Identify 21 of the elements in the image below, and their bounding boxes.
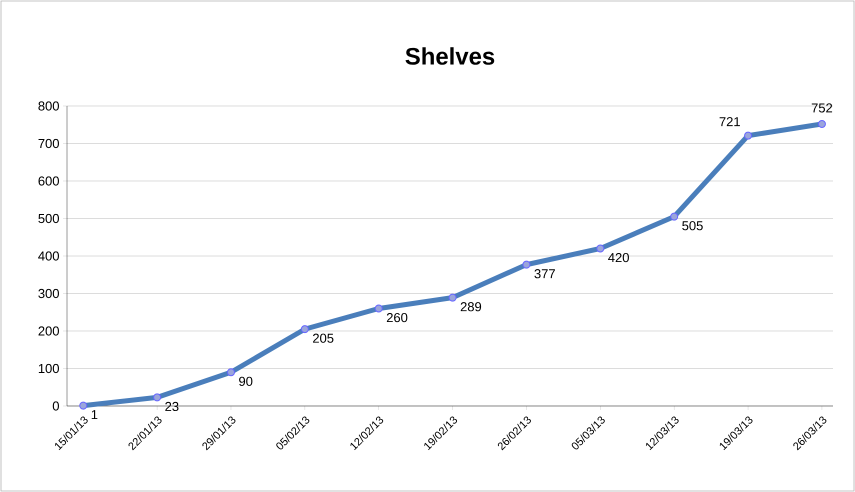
- y-tick-label: 300: [38, 288, 59, 298]
- data-label: 23: [165, 402, 178, 412]
- data-label: 377: [534, 269, 555, 278]
- y-tick-label: 600: [38, 176, 59, 186]
- data-label: 90: [239, 376, 252, 386]
- y-tick-label: 0: [52, 401, 59, 411]
- y-tick-label: 700: [38, 138, 59, 148]
- data-label: 289: [460, 302, 482, 312]
- data-label: 205: [313, 334, 334, 343]
- data-label: 752: [812, 103, 832, 113]
- y-tick-label: 400: [38, 251, 59, 261]
- data-label: 1: [92, 410, 98, 420]
- chart-title: Shelves: [406, 47, 494, 65]
- y-tick-label: 500: [38, 214, 59, 224]
- y-tick-label: 200: [38, 326, 59, 336]
- y-tick-label: 100: [38, 364, 59, 374]
- data-label: 721: [720, 117, 740, 126]
- data-label: 260: [386, 313, 408, 322]
- data-label: 505: [682, 221, 703, 230]
- data-label: 420: [608, 253, 629, 262]
- y-tick-label: 800: [38, 101, 59, 111]
